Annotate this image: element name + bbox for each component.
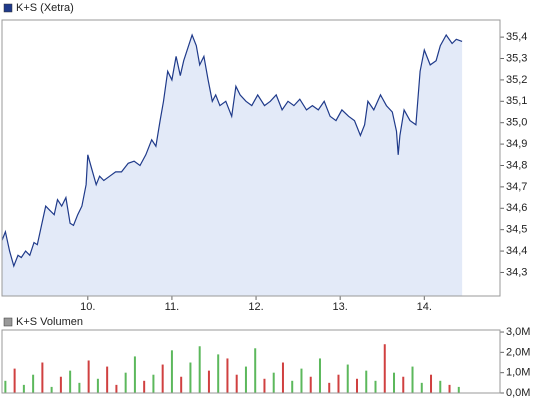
volume-bar — [235, 374, 238, 393]
volume-bar — [346, 364, 349, 393]
volume-bar — [457, 386, 460, 393]
y-tick-label: 34,9 — [506, 138, 527, 150]
volume-bar — [198, 346, 201, 393]
volume-bar — [244, 366, 247, 393]
volume-bar — [263, 378, 266, 393]
volume-bar — [217, 354, 220, 393]
volume-bar — [22, 384, 25, 393]
volume-bar — [124, 372, 127, 393]
volume-bar — [374, 380, 377, 393]
volume-bar — [170, 350, 173, 393]
y-tick-label: 34,3 — [506, 266, 527, 278]
volume-bar — [41, 362, 44, 393]
volume-bar — [328, 382, 331, 393]
y-tick-label: 34,5 — [506, 224, 527, 236]
y-tick-label: 0,0M — [506, 387, 530, 399]
volume-bar — [59, 376, 62, 393]
y-tick-label: 35,0 — [506, 117, 527, 129]
volume-bar — [430, 374, 433, 393]
volume-bar — [189, 362, 192, 393]
volume-bar — [318, 358, 321, 393]
volume-bar — [152, 374, 155, 393]
volume-bar — [337, 374, 340, 393]
volume-bar — [207, 370, 210, 393]
x-tick-label: 10. — [80, 301, 95, 313]
x-tick-label: 12. — [248, 301, 263, 313]
volume-bar — [291, 380, 294, 393]
volume-bar — [355, 378, 358, 393]
y-tick-label: 35,1 — [506, 95, 527, 107]
y-tick-label: 3,0M — [506, 326, 530, 338]
volume-bar — [133, 356, 136, 393]
volume-bar — [226, 358, 229, 393]
x-tick-label: 13. — [333, 301, 348, 313]
y-tick-label: 35,4 — [506, 31, 527, 43]
legend-label: K+S (Xetra) — [16, 2, 74, 14]
plot-frame — [1, 19, 501, 297]
volume-bar — [254, 348, 257, 393]
volume-bar — [4, 380, 7, 393]
volume-bar — [272, 372, 275, 393]
y-tick-label: 34,6 — [506, 202, 527, 214]
volume-bar — [420, 382, 423, 393]
y-tick-label: 34,7 — [506, 181, 527, 193]
volume-bar — [78, 382, 81, 393]
volume-bar — [439, 380, 442, 393]
legend-swatch — [3, 3, 13, 13]
x-tick-label: 11. — [165, 301, 179, 313]
volume-bar — [448, 384, 451, 393]
volume-bar — [393, 372, 396, 393]
volume-bar — [365, 370, 368, 393]
volume-bar — [300, 368, 303, 393]
y-tick-label: 34,8 — [506, 159, 527, 171]
y-tick-label: 2,0M — [506, 346, 530, 358]
volume-bar — [13, 368, 16, 393]
price-line — [1, 33, 463, 268]
volume-bar — [161, 364, 164, 393]
y-tick-label: 35,3 — [506, 52, 527, 64]
volume-bar — [309, 376, 312, 393]
y-tick-label: 35,2 — [506, 74, 527, 86]
volume-bar — [50, 386, 53, 393]
area-fill — [2, 35, 463, 296]
volume-bar — [143, 380, 146, 393]
volume-bar — [402, 376, 405, 393]
volume-bar — [96, 378, 99, 393]
y-tick-label: 34,4 — [506, 245, 527, 257]
x-tick-label: 14. — [417, 301, 432, 313]
plot-frame — [1, 329, 501, 394]
volume-bar — [87, 360, 90, 393]
volume-bar — [106, 366, 109, 393]
volume-bar — [115, 384, 118, 393]
volume-bar — [69, 370, 72, 393]
volume-bar — [411, 366, 414, 393]
volume-bar — [383, 344, 386, 393]
legend-swatch — [3, 317, 13, 327]
legend-label: K+S Volumen — [16, 316, 83, 328]
volume-bar — [281, 362, 284, 393]
y-tick-label: 1,0M — [506, 367, 530, 379]
volume-bar — [32, 374, 35, 393]
volume-bar — [180, 376, 183, 393]
